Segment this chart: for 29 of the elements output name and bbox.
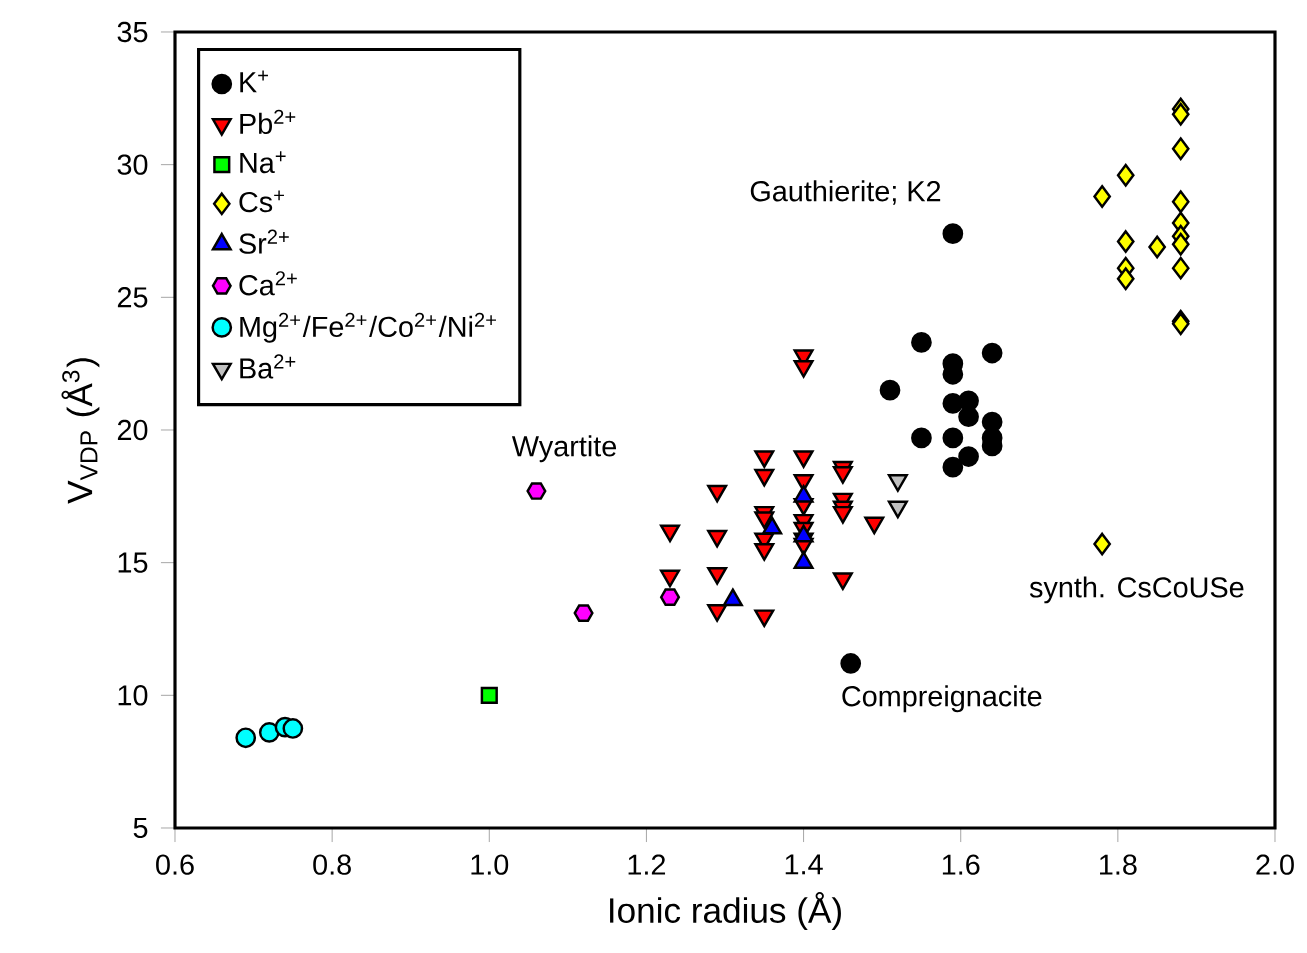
x-axis-title: Ionic radius (Å) [610,891,841,930]
y-tick-label: 20 [117,419,148,441]
y-tick-label: 30 [117,154,148,175]
y-tick-label: 5 [133,817,148,839]
y-tick-label: 10 [118,685,148,706]
x-tick-label: 0.6 [156,854,194,875]
legend-label: Sr$^{2+}$ [239,229,289,254]
legend-label: Na$^{+}$ [240,151,286,174]
legend-label: K$^{+}$ [240,70,268,93]
annotation: synth. CsCoUSe [1029,576,1244,604]
x-tick-label: 1.2 [628,854,666,875]
annotation: Compreignacite [842,685,1042,713]
legend-label: Mg$^{2+}$/Fe$^{2+}$/Co$^{2+}$/Ni$^{2+}$ [240,312,496,343]
legend-label: Ca$^{2+}$ [239,271,297,296]
x-tick-label: 2.0 [1256,854,1294,875]
legend-label: Ba$^{2+}$ [240,354,296,379]
annotation: Gauthierite; K2 [750,180,941,205]
x-tick-label: 0.8 [313,854,351,875]
y-tick-label: 25 [117,287,148,308]
x-tick-label: 1.0 [471,854,509,875]
y-tick-label: 35 [117,21,148,43]
y-axis-title: V$_{VDP}$ (Å$^{3}$) [61,358,100,504]
legend-label: Cs$^{+}$ [239,190,284,213]
x-tick-label: 1.8 [1100,854,1137,875]
x-tick-label: 1.4 [785,854,823,875]
legend-label: Pb$^{2+}$ [240,109,296,135]
y-tick-label: 15 [118,552,148,573]
x-tick-label: 1.6 [942,854,980,875]
annotation: Wyartite [511,435,617,463]
